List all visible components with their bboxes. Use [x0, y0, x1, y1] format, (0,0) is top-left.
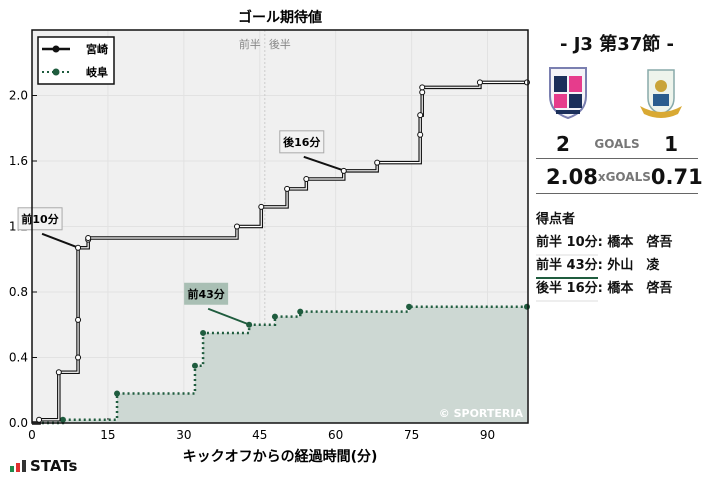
- xgoals-label: xGOALS: [597, 170, 651, 184]
- away-shot-point: [297, 308, 304, 315]
- home-shot-point: [85, 234, 92, 241]
- home-shot-point: [476, 79, 483, 86]
- home-shot-point: [417, 112, 424, 119]
- x-tick-label: 45: [252, 428, 267, 442]
- plot-border: [31, 29, 529, 424]
- scorer-name: : 外山 凌: [597, 258, 660, 273]
- away-xg: 0.71: [650, 165, 703, 189]
- x-tick-label: 90: [480, 428, 495, 442]
- away-shot-point: [271, 313, 278, 320]
- away-shot-point: [523, 303, 530, 310]
- brand-text: STATs: [30, 457, 78, 475]
- home-goals: 2: [556, 132, 570, 156]
- x-tick-label: 75: [404, 428, 419, 442]
- legend-box: [37, 36, 115, 85]
- watermark: © SPORTERIA: [439, 407, 524, 420]
- home-shot-point: [75, 316, 82, 323]
- home-shot-point: [419, 89, 426, 96]
- home-shot-point: [233, 223, 240, 230]
- goal-annotation-box: [17, 207, 63, 231]
- round-title: - J3 第37節 -: [559, 34, 674, 55]
- x-axis-label: キックオフからの経過時間(分): [183, 448, 378, 465]
- goals-label: GOALS: [594, 137, 640, 151]
- away-shot-point: [200, 329, 207, 336]
- scorers-heading: 得点者: [536, 212, 576, 227]
- legend-away-marker: [52, 68, 60, 76]
- goal-annotation-box: [184, 282, 229, 305]
- y-tick-label: 0.4: [9, 351, 28, 365]
- home-shot-point: [75, 354, 82, 361]
- scorer-name: : 橋本 啓吾: [597, 235, 673, 250]
- y-tick-label: 0.8: [9, 285, 28, 299]
- x-tick-label: 60: [328, 428, 343, 442]
- scorer-item: 前半 10分: 橋本 啓吾: [536, 231, 698, 256]
- home-shot-point: [374, 159, 381, 166]
- first-half-label: 前半: [239, 37, 261, 51]
- home-shot-point: [36, 416, 43, 423]
- home-shot-point: [303, 176, 310, 183]
- away-team-crest-icon: [640, 69, 682, 118]
- goals-row: 2 GOALS 1: [536, 130, 698, 159]
- home-shot-point: [75, 244, 82, 251]
- goal-annotation-arrow: [41, 232, 77, 248]
- goal-annotation-label: 前10分: [21, 212, 58, 226]
- away-shot-point: [406, 303, 413, 310]
- x-tick-label: 15: [100, 428, 115, 442]
- scorer-item: 後半 16分: 橋本 啓吾: [536, 277, 698, 302]
- goal-annotation-box: [279, 130, 325, 154]
- home-team-crest-icon: [549, 67, 587, 120]
- second-half-label: 後半: [269, 37, 291, 51]
- scorer-time: 前半 10分: [536, 231, 598, 256]
- scorer-name: : 橋本 啓吾: [597, 281, 673, 296]
- away-shot-point: [114, 390, 121, 397]
- chart-title: ゴール期待値: [238, 9, 322, 26]
- away-shot-point: [246, 321, 253, 328]
- y-tick-label: 0.0: [9, 416, 28, 430]
- xgoals-row: 2.08 xGOALS 0.71: [536, 161, 703, 194]
- home-shot-point: [340, 167, 347, 174]
- legend-away-label: 岐阜: [86, 65, 108, 79]
- y-tick-label: 2.0: [9, 89, 28, 103]
- home-xg: 2.08: [546, 165, 598, 189]
- xg-chart: ゴール期待値01530456075900.00.40.81.21.62.0前半後…: [9, 9, 530, 465]
- legend-home-marker: [52, 45, 60, 53]
- bar-chart-icon: [10, 460, 26, 472]
- goal-annotation-label: 前43分: [187, 287, 224, 301]
- goal-annotation-arrow: [207, 307, 248, 325]
- away-shot-point: [191, 362, 198, 369]
- goal-annotation-label: 後16分: [283, 135, 320, 149]
- away-shot-point: [59, 416, 66, 423]
- home-shot-point: [258, 203, 265, 210]
- home-shot-point: [55, 369, 62, 376]
- home-shot-point: [284, 185, 291, 192]
- scorers-list: 得点者 前半 10分: 橋本 啓吾 前半 43分: 外山 凌 後半 16分: 橋…: [536, 208, 698, 302]
- x-tick-label: 0: [28, 428, 36, 442]
- x-tick-label: 30: [176, 428, 191, 442]
- legend-home-label: 宮崎: [86, 42, 108, 56]
- home-shot-point: [419, 84, 426, 91]
- match-panel: - J3 第37節 - 2 GOALS 1 2.08 xGOALS 0.71 得…: [536, 28, 703, 302]
- away-goals: 1: [664, 132, 678, 156]
- scorer-time: 前半 43分: [536, 254, 598, 279]
- home-shot-point: [417, 131, 424, 138]
- goal-annotation-arrow: [303, 155, 343, 171]
- y-tick-label: 1.6: [9, 154, 28, 168]
- away-area: [32, 306, 527, 423]
- brand-logo: STATs: [10, 457, 77, 475]
- scorer-time: 後半 16分: [536, 277, 598, 302]
- scorer-item: 前半 43分: 外山 凌: [536, 254, 698, 279]
